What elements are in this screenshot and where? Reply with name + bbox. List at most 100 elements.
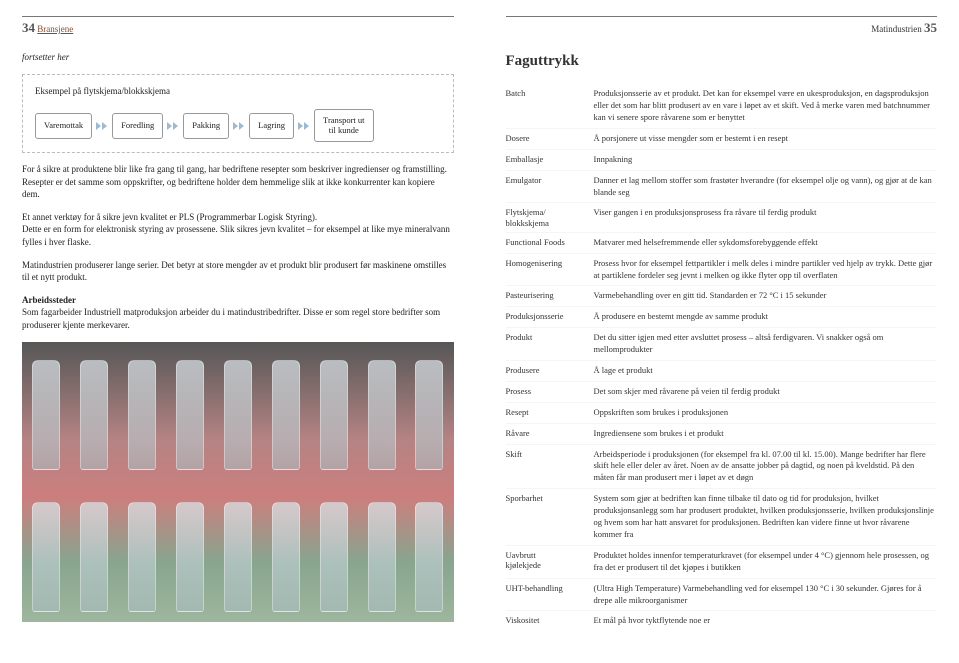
- bottle-icon: [415, 360, 443, 470]
- glossary-row: DosereÅ porsjonere ut visse mengder som …: [506, 128, 938, 149]
- glossary-definition: Matvarer med helsefremmende eller sykdom…: [594, 237, 938, 249]
- glossary-term: Batch: [506, 88, 594, 100]
- bottle-icon: [320, 502, 348, 612]
- page-num: 34: [22, 20, 35, 35]
- paragraph-1: For å sikre at produktene blir like fra …: [22, 163, 454, 201]
- glossary-row: EmballasjeInnpakning: [506, 149, 938, 170]
- bottle-row: [22, 360, 454, 470]
- glossary-definition: Prosess hvor for eksempel fettpartikler …: [594, 258, 938, 282]
- bottle-icon: [415, 502, 443, 612]
- glossary-term: Flytskjema/ blokkskjema: [506, 207, 594, 227]
- page-number-left: 34 Bransjene: [22, 19, 73, 37]
- glossary-term: Råvare: [506, 428, 594, 440]
- glossary-row: HomogeniseringProsess hvor for eksempel …: [506, 253, 938, 286]
- glossary-row: ProsessDet som skjer med råvarene på vei…: [506, 381, 938, 402]
- page-left: 34 Bransjene fortsetter her Eksempel på …: [0, 0, 480, 663]
- bottle-icon: [272, 502, 300, 612]
- section-label-right: Matindustrien: [871, 24, 922, 34]
- glossary-definition: Et mål på hvor tyktflytende noe er: [594, 615, 938, 627]
- flow-node-foredling: Foredling: [112, 113, 163, 139]
- flow-diagram-title: Eksempel på flytskjema/blokkskjema: [35, 85, 441, 98]
- glossary-term: UHT-behandling: [506, 583, 594, 595]
- glossary-term: Uavbrutt kjølekjede: [506, 550, 594, 570]
- glossary-row: ProduksjonsserieÅ produsere en bestemt m…: [506, 306, 938, 327]
- paragraph-4-heading: Arbeidssteder: [22, 295, 76, 305]
- glossary-term: Produksjonsserie: [506, 311, 594, 323]
- glossary-table: BatchProduksjonsserie av et produkt. Det…: [506, 84, 938, 631]
- bottle-icon: [128, 360, 156, 470]
- glossary-row: RåvareIngrediensene som brukes i et prod…: [506, 423, 938, 444]
- section-label: Bransjene: [37, 24, 73, 34]
- glossary-row: Flytskjema/ blokkskjemaViser gangen i en…: [506, 202, 938, 231]
- header-left: 34 Bransjene: [22, 16, 454, 37]
- glossary-row: Uavbrutt kjølekjedeProduktet holdes inne…: [506, 545, 938, 578]
- arrow-icon: [298, 122, 310, 130]
- glossary-definition: Det du sitter igjen med etter avsluttet …: [594, 332, 938, 356]
- glossary-term: Produkt: [506, 332, 594, 344]
- glossary-row: ViskositetEt mål på hvor tyktflytende no…: [506, 610, 938, 631]
- glossary-row: PasteuriseringVarmebehandling over en gi…: [506, 285, 938, 306]
- glossary-term: Sporbarhet: [506, 493, 594, 505]
- glossary-row: EmulgatorDanner et lag mellom stoffer so…: [506, 170, 938, 203]
- bottle-icon: [368, 502, 396, 612]
- flow-row: Varemottak Foredling Pakking Lagring Tra…: [35, 109, 441, 142]
- bottle-icon: [176, 360, 204, 470]
- page-spread: 34 Bransjene fortsetter her Eksempel på …: [0, 0, 959, 663]
- glossary-definition: Å produsere en bestemt mengde av samme p…: [594, 311, 938, 323]
- glossary-definition: Det som skjer med råvarene på veien til …: [594, 386, 938, 398]
- header-right: Matindustrien 35: [506, 16, 938, 37]
- glossary-row: BatchProduksjonsserie av et produkt. Det…: [506, 84, 938, 128]
- glossary-definition: Produksjonsserie av et produkt. Det kan …: [594, 88, 938, 124]
- glossary-row: ProdusereÅ lage et produkt: [506, 360, 938, 381]
- glossary-term: Prosess: [506, 386, 594, 398]
- bottle-icon: [80, 360, 108, 470]
- glossary-term: Functional Foods: [506, 237, 594, 249]
- glossary-row: ReseptOppskriften som brukes i produksjo…: [506, 402, 938, 423]
- glossary-row: UHT-behandling(Ultra High Temperature) V…: [506, 578, 938, 611]
- glossary-definition: Arbeidsperiode i produksjonen (for eksem…: [594, 449, 938, 485]
- glossary-term: Homogenisering: [506, 258, 594, 270]
- glossary-definition: Viser gangen i en produksjonsprosess fra…: [594, 207, 938, 219]
- glossary-definition: (Ultra High Temperature) Varmebehandling…: [594, 583, 938, 607]
- bottle-icon: [128, 502, 156, 612]
- glossary-term: Viskositet: [506, 615, 594, 627]
- glossary-row: SporbarhetSystem som gjør at bedriften k…: [506, 488, 938, 545]
- paragraph-3: Matindustrien produserer lange serier. D…: [22, 259, 454, 284]
- glossary-definition: Å lage et produkt: [594, 365, 938, 377]
- glossary-definition: System som gjør at bedriften kan finne t…: [594, 493, 938, 541]
- flow-node-lagring: Lagring: [249, 113, 294, 139]
- bottle-icon: [80, 502, 108, 612]
- bottle-icon: [32, 360, 60, 470]
- page-num: 35: [924, 20, 937, 35]
- continues-label: fortsetter her: [22, 51, 454, 64]
- bottle-icon: [272, 360, 300, 470]
- glossary-term: Produsere: [506, 365, 594, 377]
- glossary-term: Emballasje: [506, 154, 594, 166]
- arrow-icon: [96, 122, 108, 130]
- bottle-icon: [176, 502, 204, 612]
- glossary-term: Skift: [506, 449, 594, 461]
- glossary-definition: Oppskriften som brukes i produksjonen: [594, 407, 938, 419]
- glossary-definition: Ingrediensene som brukes i et produkt: [594, 428, 938, 440]
- flow-diagram-box: Eksempel på flytskjema/blokkskjema Varem…: [22, 74, 454, 153]
- glossary-term: Emulgator: [506, 175, 594, 187]
- glossary-definition: Danner et lag mellom stoffer som frastøt…: [594, 175, 938, 199]
- arrow-icon: [233, 122, 245, 130]
- flow-node-varemottak: Varemottak: [35, 113, 92, 139]
- glossary-row: Functional FoodsMatvarer med helsefremme…: [506, 232, 938, 253]
- glossary-title: Faguttrykk: [506, 51, 938, 72]
- flow-node-pakking: Pakking: [183, 113, 229, 139]
- page-right: Matindustrien 35 Faguttrykk BatchProduks…: [480, 0, 959, 663]
- paragraph-2: Et annet verktøy for å sikre jevn kvalit…: [22, 211, 454, 249]
- paragraph-4-body: Som fagarbeider Industriell matproduksjo…: [22, 307, 440, 330]
- page-number-right: Matindustrien 35: [871, 19, 937, 37]
- glossary-term: Dosere: [506, 133, 594, 145]
- flow-node-transport: Transport ut til kunde: [314, 109, 373, 142]
- glossary-definition: Innpakning: [594, 154, 938, 166]
- bottle-icon: [368, 360, 396, 470]
- bottles-photo: [22, 342, 454, 622]
- bottle-icon: [32, 502, 60, 612]
- glossary-definition: Å porsjonere ut visse mengder som er bes…: [594, 133, 938, 145]
- bottle-icon: [224, 360, 252, 470]
- glossary-definition: Produktet holdes innenfor temperaturkrav…: [594, 550, 938, 574]
